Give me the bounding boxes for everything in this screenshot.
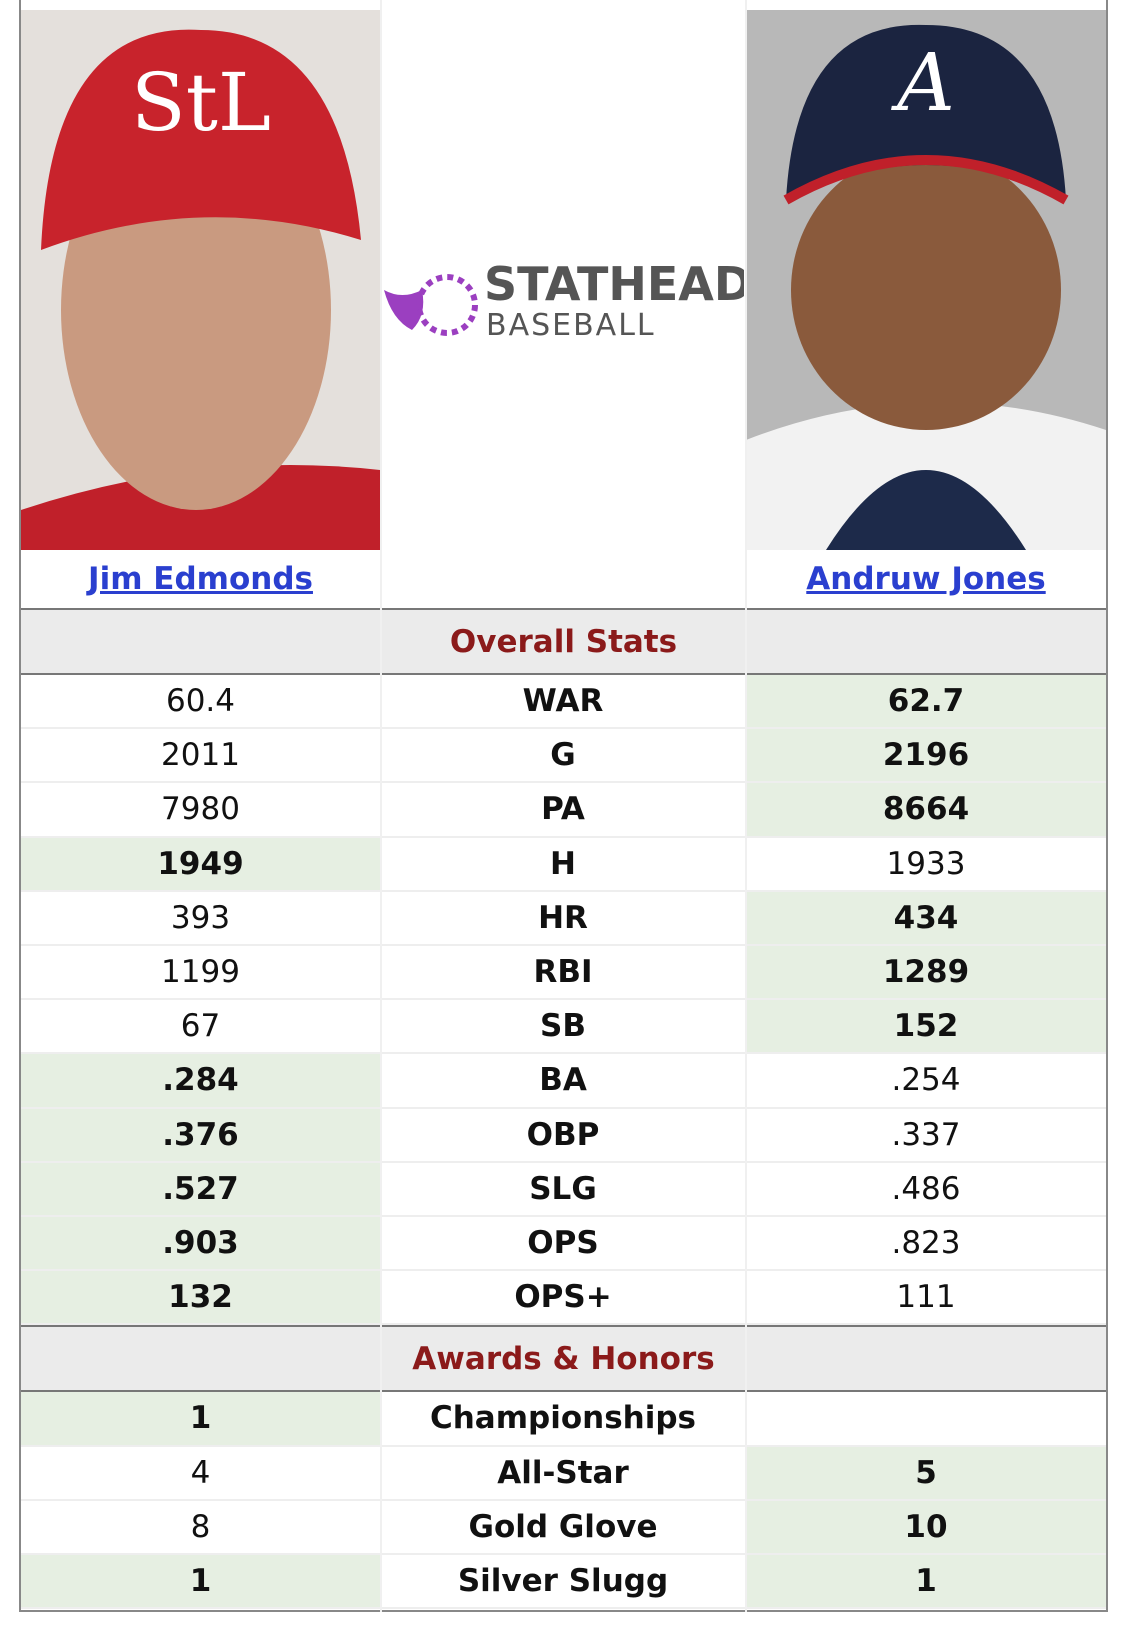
stat-label: OPS+ <box>380 1271 746 1326</box>
section-header: Overall Stats <box>21 608 1106 675</box>
left-value: 67 <box>21 1000 380 1055</box>
left-value: 132 <box>21 1271 380 1326</box>
right-value: 111 <box>746 1271 1106 1326</box>
left-value: 1 <box>21 1392 380 1447</box>
stat-label: All-Star <box>380 1447 746 1501</box>
right-value: 1933 <box>746 838 1106 892</box>
stat-label: SLG <box>380 1163 746 1217</box>
right-value: 10 <box>746 1500 1106 1555</box>
left-value: 1 <box>21 1555 380 1610</box>
right-value: 1289 <box>746 946 1106 1001</box>
left-value: 1949 <box>21 837 380 892</box>
right-value: 434 <box>746 891 1106 946</box>
left-value: .903 <box>21 1217 380 1272</box>
stat-label: HR <box>380 892 746 946</box>
stat-label: SB <box>380 1000 746 1055</box>
left-value: 8 <box>21 1501 380 1555</box>
stat-label: WAR <box>380 675 746 730</box>
stat-label: H <box>380 838 746 892</box>
section-header: Awards & Honors <box>21 1325 1106 1393</box>
right-value <box>746 1392 1106 1447</box>
logo-name: STATHEAD <box>484 260 744 311</box>
left-value: 4 <box>21 1447 380 1501</box>
right-value: .486 <box>746 1163 1106 1217</box>
left-value: 2011 <box>21 729 380 784</box>
stat-label: G <box>380 729 746 784</box>
right-value: 2196 <box>746 729 1106 784</box>
stat-label: RBI <box>380 946 746 1001</box>
stat-label: PA <box>380 783 746 838</box>
stat-label: OBP <box>380 1109 746 1163</box>
right-value: 8664 <box>746 783 1106 838</box>
right-value: 62.7 <box>746 675 1106 730</box>
right-value: .337 <box>746 1109 1106 1163</box>
logo-sub: BASEBALL <box>486 308 656 343</box>
left-value: .527 <box>21 1162 380 1217</box>
left-value: 393 <box>21 892 380 946</box>
comparison-table <box>19 0 1108 1612</box>
svg-text:A: A <box>890 36 955 129</box>
column-divider <box>380 0 382 1612</box>
svg-text:StL: StL <box>131 56 271 149</box>
right-value: .823 <box>746 1217 1106 1272</box>
left-value: .284 <box>21 1054 380 1109</box>
column-divider <box>745 0 747 1612</box>
left-value: .376 <box>21 1108 380 1163</box>
left-value: 1199 <box>21 946 380 1001</box>
left-value: 60.4 <box>21 675 380 730</box>
right-value: 5 <box>746 1446 1106 1501</box>
stat-label: Championships <box>380 1392 746 1447</box>
player-photo-right: A <box>746 10 1106 550</box>
left-value: 7980 <box>21 783 380 838</box>
stat-label: OPS <box>380 1217 746 1272</box>
player-photo-left: StL <box>21 10 380 550</box>
right-value: 152 <box>746 1000 1106 1055</box>
right-value: 1 <box>746 1555 1106 1610</box>
player-name-link[interactable]: Jim Edmonds <box>88 560 313 597</box>
stat-label: Silver Slugg <box>380 1555 746 1610</box>
stathead-logo: STATHEAD BASEBALL <box>384 260 744 343</box>
stat-label: BA <box>380 1054 746 1109</box>
right-value: .254 <box>746 1054 1106 1109</box>
player-name-link[interactable]: Andruw Jones <box>806 560 1046 597</box>
stat-label: Gold Glove <box>380 1501 746 1555</box>
